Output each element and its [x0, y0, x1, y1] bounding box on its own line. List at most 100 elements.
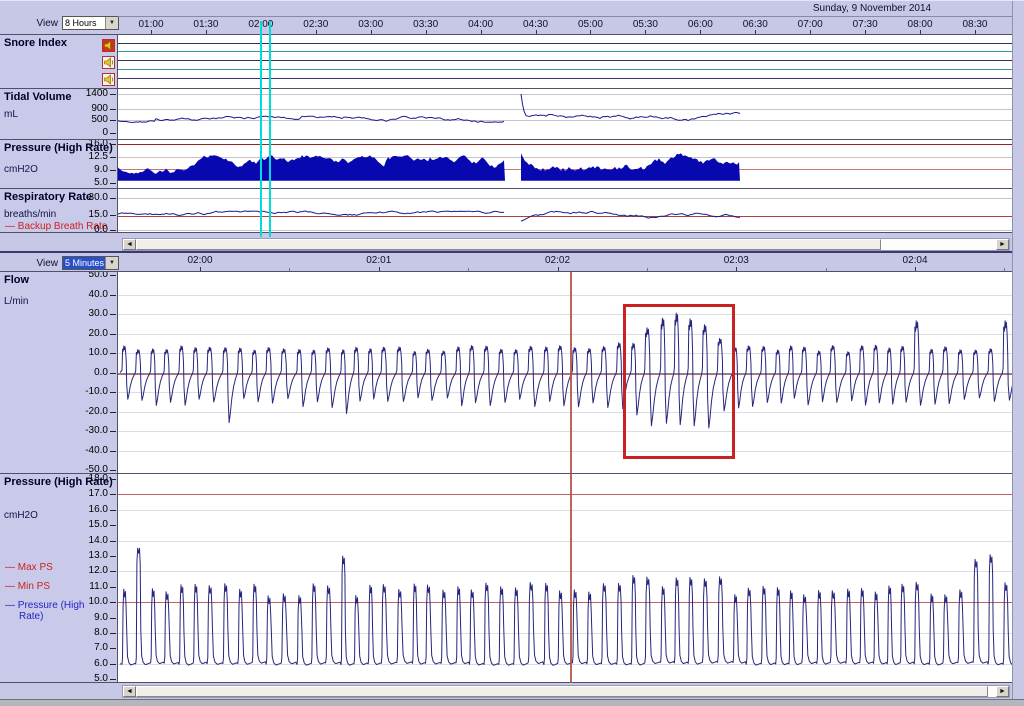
- arrow-right-icon[interactable]: ►: [996, 239, 1009, 250]
- speaker-icon[interactable]: [102, 73, 115, 86]
- tick-mark: [110, 479, 116, 480]
- snore-index-plot[interactable]: [118, 35, 1012, 88]
- y-axis-tick-label: 0.0: [94, 224, 108, 232]
- waveform-path: [119, 547, 1012, 666]
- y-axis-tick-label: 6.0: [94, 657, 108, 669]
- date-header: Sunday, 9 November 2014: [812, 3, 932, 14]
- gridline: [118, 633, 1012, 634]
- bottom-horizontal-scrollbar[interactable]: ◄ ►: [122, 685, 1010, 698]
- waveform-path: [118, 115, 505, 123]
- view-label: View: [36, 258, 59, 269]
- axis-tick: [378, 267, 380, 271]
- waveform-path: [521, 153, 740, 181]
- y-axis-tick-label: 9.0: [94, 164, 108, 175]
- gridline: [118, 372, 1012, 374]
- y-axis-tick-label: 12.5: [88, 151, 108, 162]
- waveform-path: [520, 93, 741, 122]
- gridline: [118, 157, 1012, 158]
- axis-minor-tick: [468, 268, 470, 271]
- tick-mark: [110, 602, 116, 604]
- y-axis-tick-label: 11.0: [89, 580, 108, 592]
- min-ps-legend: — Min PS: [5, 581, 51, 592]
- axis-tick: [755, 30, 757, 34]
- channel-unit: L/min: [4, 296, 29, 307]
- tick-mark: [110, 411, 116, 413]
- gridline: [118, 94, 1012, 95]
- y-axis-tick-label: 8.0: [94, 627, 108, 638]
- backup-breath-rate-legend: — Backup Breath Rate: [5, 221, 108, 232]
- y-axis-tick-label: 1400: [85, 89, 108, 99]
- y-axis-tick-label: -20.0: [85, 405, 108, 417]
- y-axis-tick-label: -40.0: [85, 444, 108, 456]
- gridline: [118, 333, 1012, 335]
- time-tick-label: 08:30: [962, 19, 988, 30]
- arrow-left-icon[interactable]: ◄: [123, 239, 136, 250]
- speaker-icon[interactable]: [102, 39, 115, 52]
- pressure-5min-plot[interactable]: [118, 474, 1012, 682]
- chevron-down-icon[interactable]: ▼: [105, 257, 118, 269]
- time-tick-label: 02:02: [544, 255, 571, 266]
- speaker-icon[interactable]: [102, 56, 115, 69]
- arrow-left-icon[interactable]: ◄: [123, 686, 136, 697]
- tick-mark: [110, 663, 116, 665]
- pressure-5min-label-col: Pressure (High Rate) cmH2O — Max PS — Mi…: [0, 474, 118, 682]
- date-bar: Sunday, 9 November 2014: [118, 1, 1012, 17]
- window-right-margin: [1012, 1, 1024, 699]
- axis-tick: [700, 30, 702, 34]
- channel-row-snore-index: Snore Index: [0, 34, 1012, 88]
- gridline: [118, 374, 1012, 375]
- tick-mark: [110, 540, 116, 542]
- axis-minor-tick: [289, 268, 291, 271]
- view-detail-dropdown[interactable]: 5 Minutes ▼: [62, 256, 119, 270]
- time-tick-label: 06:30: [742, 19, 768, 30]
- axis-tick: [865, 30, 867, 34]
- axis-tick: [425, 30, 427, 34]
- arrow-right-icon[interactable]: ►: [996, 686, 1009, 697]
- gridline: [118, 431, 1012, 432]
- time-tick-label: 02:04: [902, 255, 928, 266]
- gridline: [118, 571, 1012, 573]
- time-tick-label: 07:30: [852, 19, 878, 30]
- tick-mark: [110, 633, 116, 634]
- axis-tick: [200, 267, 201, 271]
- y-axis-tick-label: 5.0: [94, 177, 108, 188]
- chevron-down-icon[interactable]: ▼: [105, 17, 118, 29]
- gridline: [118, 411, 1012, 413]
- tick-mark: [110, 275, 116, 276]
- bottom-scrollbar-thumb[interactable]: [136, 686, 988, 697]
- view-window-marker-right[interactable]: [269, 21, 271, 237]
- axis-tick: [480, 30, 482, 34]
- gridline: [118, 215, 1012, 217]
- tick-mark: [110, 333, 116, 335]
- tick-mark: [110, 215, 116, 216]
- channel-name: Pressure (High Rate): [4, 142, 113, 154]
- pressure-8h-plot[interactable]: [118, 140, 1012, 188]
- y-axis-tick-label: 14.0: [88, 534, 108, 546]
- top-scrollbar-thumb[interactable]: [136, 239, 881, 250]
- gridline: [118, 120, 1012, 122]
- waveform-svg: [118, 153, 740, 181]
- tick-mark: [110, 230, 116, 231]
- y-axis-tick-label: -10.0: [85, 386, 108, 397]
- gridline: [118, 144, 1012, 145]
- gridline: [118, 51, 1012, 52]
- y-axis-tick-label: 16.0: [88, 503, 108, 515]
- top-time-axis: 01:0001:3002:0002:3003:0003:3004:0004:30…: [118, 17, 1012, 34]
- waveform-svg: [118, 93, 741, 123]
- waveform-path: [520, 210, 741, 222]
- bottom-header: View 5 Minutes ▼ 02:00 02:01 02:02 02:03 02:…: [0, 251, 1012, 271]
- top-horizontal-scrollbar[interactable]: ◄ ►: [122, 238, 1010, 251]
- y-axis-tick-label: 10.0: [88, 596, 108, 608]
- gridline: [118, 43, 1012, 44]
- flow-plot[interactable]: [118, 272, 1012, 473]
- view-window-marker-left[interactable]: [260, 21, 262, 237]
- tick-mark: [110, 679, 116, 681]
- tidal-volume-plot[interactable]: [118, 89, 1012, 139]
- gridline: [118, 494, 1012, 496]
- y-axis-tick-label: 30.0: [88, 192, 108, 203]
- view-range-dropdown[interactable]: 8 Hours ▼: [62, 16, 119, 30]
- respiratory-rate-plot[interactable]: [118, 189, 1012, 232]
- gridline: [118, 540, 1012, 542]
- y-axis-tick-label: 17.0: [88, 488, 108, 500]
- y-axis-tick-label: 16.0: [88, 140, 108, 149]
